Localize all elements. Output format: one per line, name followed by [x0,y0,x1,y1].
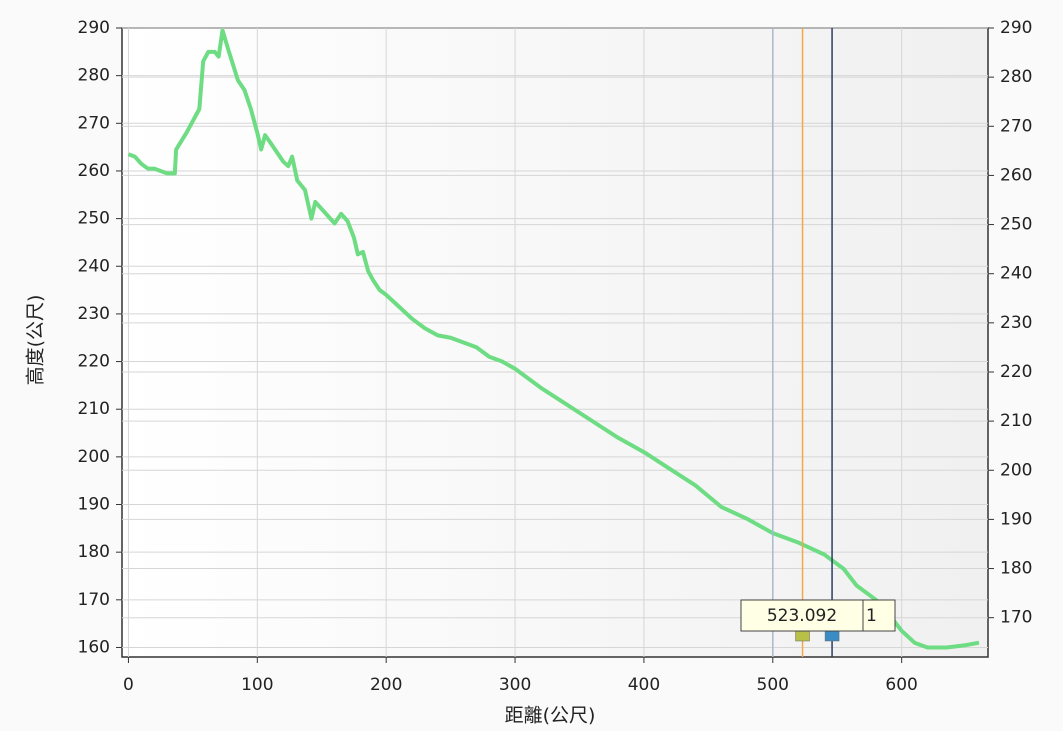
y-tick-label: 220 [78,352,110,372]
y2-tick-label: 220 [1000,362,1032,382]
y-tick-label: 200 [78,447,110,467]
y2-tick-label: 280 [1000,67,1032,87]
y2-tick-label: 200 [1000,460,1032,480]
y2-tick-label: 290 [1000,18,1032,38]
tooltip-text: 523.092 [767,606,837,626]
y-tick-label: 180 [78,542,110,562]
y2-tick-label: 270 [1000,116,1032,136]
y-tick-label: 210 [78,399,110,419]
x-tick-label: 100 [241,675,273,695]
y2-tick-label: 240 [1000,264,1032,284]
x-tick-label: 600 [885,675,917,695]
y-tick-label: 260 [78,161,110,181]
y2-tick-label: 230 [1000,313,1032,333]
y2-tick-label: 210 [1000,411,1032,431]
y2-tick-label: 260 [1000,165,1032,185]
x-tick-label: 0 [123,675,134,695]
elevation-line [127,28,980,650]
y2-tick-label: 180 [1000,559,1032,579]
y-tick-label: 250 [78,209,110,229]
y-axis-label: 高度(公尺) [25,295,47,386]
y-tick-label: 170 [78,590,110,610]
cursor-marker [795,630,810,642]
y-tick-label: 190 [78,495,110,515]
y-tick-label: 160 [78,637,110,657]
x-tick-label: 400 [628,675,660,695]
y-tick-label: 230 [78,304,110,324]
tooltip [740,599,864,632]
x-tick-label: 500 [757,675,789,695]
tooltip-text: 1 [866,606,877,626]
y-tick-label: 270 [78,113,110,133]
x-tick-label: 300 [499,675,531,695]
y-tick-label: 240 [78,256,110,276]
y2-tick-label: 250 [1000,215,1032,235]
y2-tick-label: 170 [1000,608,1032,628]
x-axis-label: 距離(公尺) [505,705,596,727]
y2-tick-label: 190 [1000,509,1032,529]
y-tick-label: 280 [78,66,110,86]
plot-area [121,27,989,658]
x-tick-label: 200 [370,675,402,695]
y-tick-label: 290 [78,18,110,38]
cursor-marker [824,630,840,642]
